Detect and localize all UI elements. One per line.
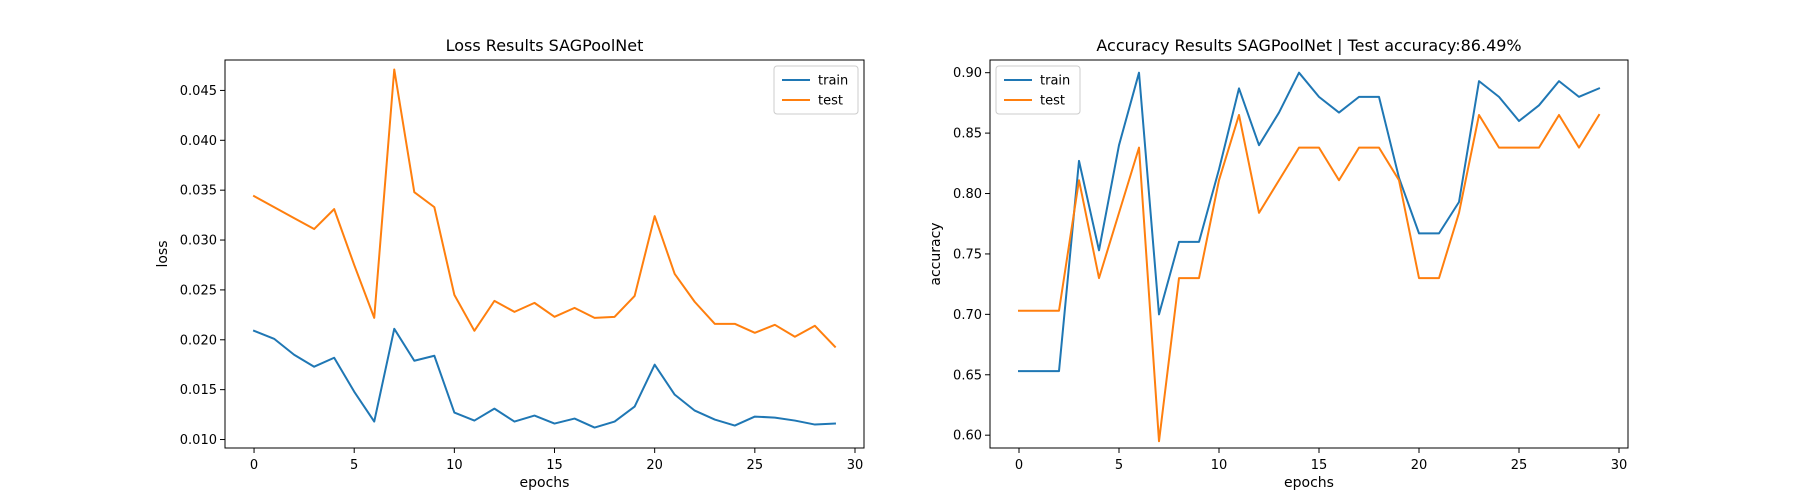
- x-tick-label: 25: [747, 458, 764, 473]
- x-tick-label: 30: [1611, 458, 1628, 473]
- x-axis-label: epochs: [1284, 475, 1334, 491]
- x-tick-label: 25: [1511, 458, 1528, 473]
- chart-1: Loss Results SAGPoolNet 0 5 10 15 20 25 30 0.010…: [155, 36, 865, 491]
- legend: train test: [995, 65, 1081, 115]
- x-tick-label: 10: [446, 458, 463, 473]
- series-line-train: [252, 327, 836, 429]
- series-line-train: [1018, 71, 1601, 373]
- y-tick-label: 0.025: [180, 283, 217, 298]
- legend-box: [995, 65, 1081, 115]
- y-tick-label: 0.85: [953, 127, 982, 142]
- x-tick-label: 5: [1115, 458, 1123, 473]
- x-tick-label: 15: [1311, 458, 1328, 473]
- legend-label-train: train: [818, 74, 848, 89]
- y-tick-label: 0.80: [953, 187, 982, 202]
- x-tick-label: 10: [1211, 458, 1228, 473]
- y-tick-label: 0.035: [180, 184, 217, 199]
- chart-2: Accuracy Results SAGPoolNet | Test accur…: [928, 36, 1629, 491]
- chart-title: Accuracy Results SAGPoolNet | Test accur…: [1096, 36, 1521, 55]
- x-tick-label: 20: [646, 458, 663, 473]
- y-tick-label: 0.90: [953, 66, 982, 81]
- y-tick-label: 0.75: [953, 247, 982, 262]
- x-tick-label: 0: [1015, 458, 1023, 473]
- y-axis-label: accuracy: [928, 222, 944, 285]
- x-axis-label: epochs: [520, 475, 570, 491]
- y-axis-label: loss: [155, 240, 171, 267]
- legend-box: [773, 65, 859, 115]
- y-tick-label: 0.045: [180, 84, 217, 99]
- series-line-test: [252, 68, 837, 349]
- series-line-test: [1018, 113, 1601, 443]
- x-tick-label: 0: [250, 458, 258, 473]
- x-tick-label: 5: [350, 458, 358, 473]
- y-tick-label: 0.010: [180, 433, 217, 448]
- y-tick-label: 0.020: [180, 333, 217, 348]
- legend-label-test: test: [818, 94, 843, 109]
- y-tick-label: 0.040: [180, 134, 217, 149]
- x-tick-label: 30: [847, 458, 864, 473]
- legend-label-test: test: [1040, 94, 1065, 109]
- y-tick-label: 0.70: [953, 308, 982, 323]
- legend: train test: [773, 65, 859, 115]
- legend-label-train: train: [1040, 74, 1070, 89]
- y-tick-label: 0.60: [953, 429, 982, 444]
- axes-frame: [989, 59, 1629, 449]
- chart-title: Loss Results SAGPoolNet: [446, 36, 644, 55]
- y-tick-label: 0.015: [180, 383, 217, 398]
- x-tick-label: 15: [546, 458, 563, 473]
- axes-frame: [224, 59, 865, 449]
- y-tick-label: 0.65: [953, 368, 982, 383]
- y-tick-label: 0.030: [180, 234, 217, 249]
- x-tick-label: 20: [1411, 458, 1428, 473]
